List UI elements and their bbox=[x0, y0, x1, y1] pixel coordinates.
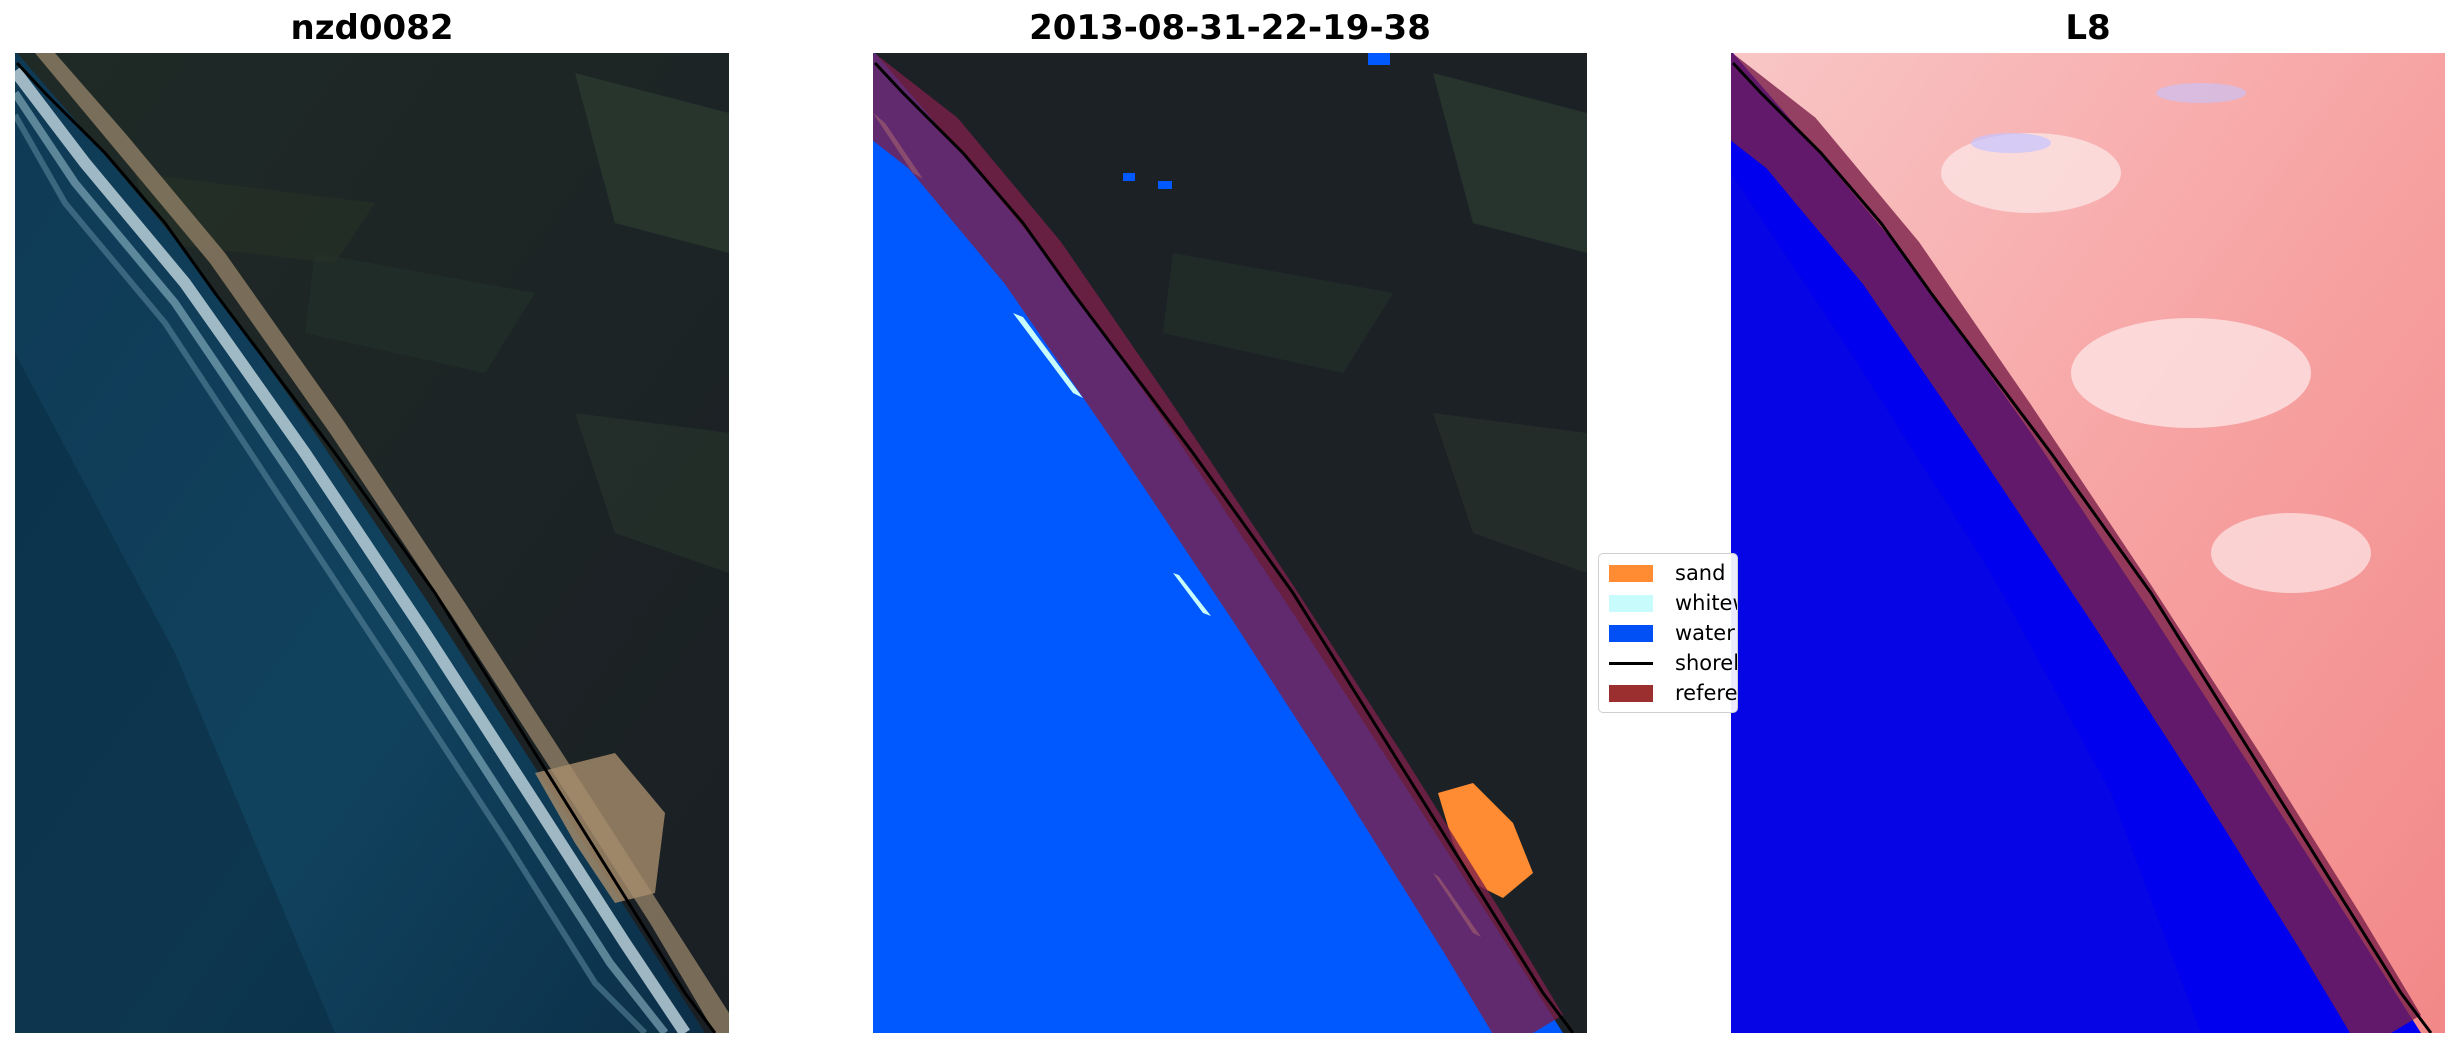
legend-swatch-water bbox=[1609, 625, 1653, 642]
legend-item-sand: sand bbox=[1609, 560, 1737, 586]
panel-title-acquisition-date: 2013-08-31-22-19-38 bbox=[1029, 8, 1431, 48]
rgb-satellite-image bbox=[15, 53, 729, 1033]
water-index-image bbox=[1731, 53, 2445, 1033]
legend-line-shoreline bbox=[1609, 662, 1653, 665]
legend-swatch-whitewater bbox=[1609, 595, 1653, 612]
legend-item-shoreline: shoreline bbox=[1609, 650, 1738, 676]
classified-image bbox=[873, 53, 1587, 1033]
legend-label: reference shoreline buffer bbox=[1675, 681, 1738, 705]
legend-label: shoreline bbox=[1675, 651, 1738, 675]
legend-swatch-sand bbox=[1609, 565, 1653, 582]
legend-label: water bbox=[1675, 621, 1735, 645]
legend-label: sand bbox=[1675, 561, 1726, 585]
legend-item-reference-buffer: reference shoreline buffer bbox=[1609, 680, 1738, 706]
panel-title-image-id: nzd0082 bbox=[290, 8, 454, 48]
legend-swatch-reference-buffer bbox=[1609, 685, 1653, 702]
legend-item-water: water bbox=[1609, 620, 1737, 646]
panel-title-satellite: L8 bbox=[2065, 8, 2111, 48]
